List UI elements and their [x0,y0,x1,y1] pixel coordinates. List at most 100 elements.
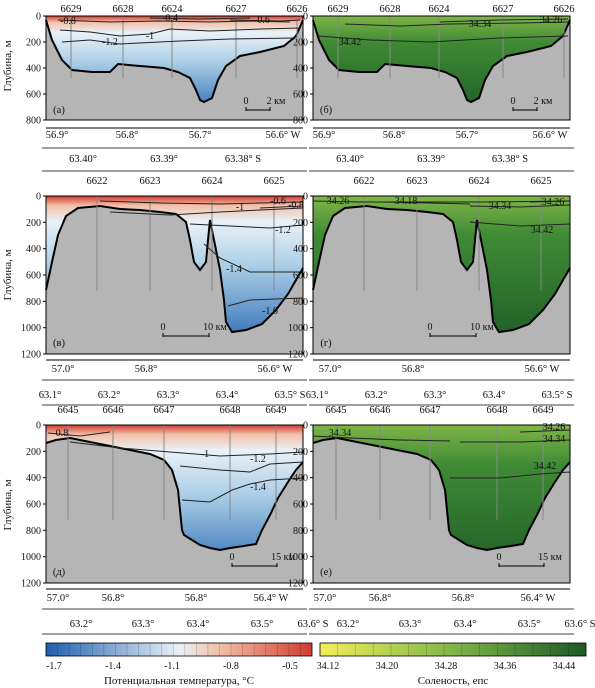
lon-tick-label: 56.9° [46,130,69,141]
panel-label: (г) [320,338,332,349]
depth-tick-label: 800 [293,116,308,127]
depth-tick-label: 200 [26,447,41,458]
contour-label: 34.26 [543,422,566,433]
contour-line [59,27,301,37]
seabed-line [45,19,304,104]
station-label: 6647 [154,405,175,416]
colorbar-tick-label: -0.5 [282,661,298,672]
colorbar-tick-label: -1.1 [164,661,180,672]
lon-tick-label: 56.8° [369,593,392,604]
depth-tick-label: 600 [26,90,41,101]
station-label: 6622 [354,176,375,187]
contour-label: 34.34 [543,434,566,445]
depth-tick-label: 1000 [288,552,308,563]
depth-tick-label: 800 [26,526,41,537]
seabed-land [46,206,303,354]
lon-tick-label: 56.8° [383,130,406,141]
station-label: 6646 [370,405,391,416]
panel-label: (а) [53,105,65,116]
panel-label: (д) [53,567,66,578]
colorbar-fill [319,642,587,657]
contour-label: -0.6 [254,15,270,26]
contour-line [312,200,571,203]
station-label: 6626 [287,4,308,15]
colorbar-tick-label: 34.20 [376,661,399,672]
station-label: 6646 [103,405,124,416]
station-label: 6649 [266,405,287,416]
salinity-colorbar: 34.12 34.20 34.28 34.36 34.44 Соленость, епс [317,642,587,687]
lon-tick-label: 56.8° [452,593,475,604]
depth-tick-label: 200 [293,218,308,229]
temperature-colorbar: -1.7 -1.4 -1.1 -0.8 -0.5 Потенциальная темпер… [45,642,313,687]
seabed-line [45,204,304,334]
scale-length: 2 км [267,96,286,107]
contour-line [181,477,304,503]
scale-length: 10 км [470,322,494,333]
colorbar-tick-label: -1.7 [46,661,62,672]
lon-tick-label: 56.6° W [266,130,301,141]
depth-tick-label: 400 [293,473,308,484]
station-label: 6627 [493,4,514,15]
contour-line [344,21,569,27]
colorbar-title: Потенциальная температура, °C [104,675,254,687]
contour-line [203,243,303,273]
lat-tick-label: 63.39° [150,154,178,165]
lat-tick-label: 63.40° [69,154,97,165]
seabed-line [312,19,571,104]
lon-tick-label: 56.8° [402,364,425,375]
lat-tick-label: 63.3° [424,390,447,401]
colorbar-fill [45,642,313,657]
y-axis-label: Глубина, м [2,40,14,91]
lon-tick-label: 57.0° [52,364,75,375]
contour-label: -1 [201,449,209,460]
contour-label: 34.26 [327,196,350,207]
depth-tick-label: 1000 [21,323,41,334]
lat-tick-label: 63.3° [399,619,422,630]
scale-length: 15 км [538,552,562,563]
lon-tick-label: 56.4° W [254,593,289,604]
contour-label: 34.34 [469,19,492,30]
lon-tick-label: 56.4° W [521,593,556,604]
scale-zero: 0 [161,322,166,333]
lon-tick-label: 56.7° [456,130,479,141]
colorbar-tick-label: 34.36 [494,661,517,672]
depth-tick-label: 1200 [288,579,308,590]
lat-tick-label: 63.2° [365,390,388,401]
contour-line [450,471,571,479]
depth-tick-label: 200 [293,38,308,49]
y-axis-label: Глубина, м [2,479,14,530]
seabed-line [312,204,571,334]
contour-line [529,200,571,203]
contour-line [189,223,304,229]
depth-tick-label: 400 [293,244,308,255]
contour-line [439,18,569,23]
lon-tick-label: 56.8° [185,593,208,604]
seabed-line [312,436,571,552]
station-label: 6647 [420,405,441,416]
contour-line [149,17,251,20]
contour-line [519,429,571,433]
lon-tick-label: 57.0° [319,364,342,375]
colorbar-tick-label: 34.28 [435,661,458,672]
lat-tick-label: 63.2° [337,619,360,630]
contour-line [61,37,296,45]
contour-line [109,207,304,216]
scale-zero: 0 [497,552,502,563]
scale-zero: 0 [230,552,235,563]
depth-tick-label: 0 [36,12,41,23]
lon-tick-label: 57.0° [314,593,337,604]
depth-tick-label: 800 [293,297,308,308]
contour-line [47,431,111,437]
contour-label: -1 [236,202,244,213]
depth-tick-label: 400 [293,64,308,75]
panel-v: -0.6 -0.8 -1 -1.2 -1.4 -1.6 6622 6623 6624 6625 0 2… [21,176,307,406]
station-label: 6623 [407,176,428,187]
depth-tick-label: 0 [303,421,308,432]
contour-label: 34.26 [542,197,565,208]
colorbar-tick-label: -0.8 [223,661,239,672]
panel-label: (е) [320,567,332,578]
station-label: 6624 [469,176,491,187]
depth-tick-label: 1000 [21,552,41,563]
contour-label: 34.42 [339,37,362,48]
